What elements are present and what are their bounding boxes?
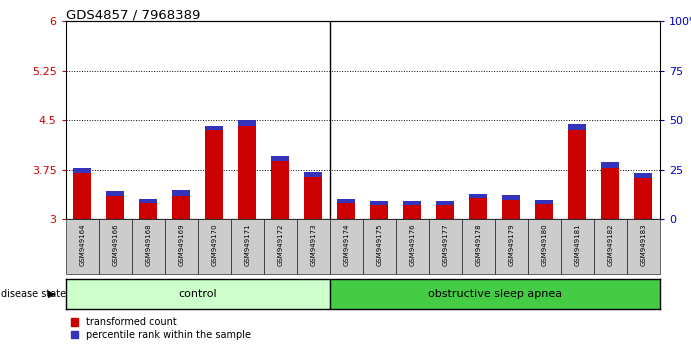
Bar <box>601 162 619 168</box>
Bar <box>634 178 652 219</box>
Bar <box>205 130 223 219</box>
Bar <box>106 196 124 219</box>
Text: GSM949171: GSM949171 <box>244 224 250 267</box>
Bar <box>304 177 322 219</box>
Bar <box>337 199 355 203</box>
Text: GSM949174: GSM949174 <box>343 224 349 267</box>
Text: GSM949168: GSM949168 <box>145 224 151 267</box>
Bar <box>436 205 455 219</box>
Bar <box>66 279 330 309</box>
Text: GSM949175: GSM949175 <box>377 224 382 267</box>
Text: control: control <box>178 289 217 299</box>
Bar <box>73 168 91 173</box>
Text: GSM949183: GSM949183 <box>641 224 646 267</box>
Text: obstructive sleep apnea: obstructive sleep apnea <box>428 289 562 299</box>
Bar <box>73 173 91 219</box>
Bar <box>238 126 256 219</box>
Bar <box>536 200 553 204</box>
Text: GSM949172: GSM949172 <box>277 224 283 267</box>
Text: GSM949170: GSM949170 <box>211 224 217 267</box>
Bar <box>172 190 190 196</box>
Text: GSM949166: GSM949166 <box>112 224 118 267</box>
Bar <box>330 279 660 309</box>
Bar <box>502 200 520 219</box>
Bar <box>568 130 587 219</box>
Bar <box>536 204 553 219</box>
Bar <box>139 199 158 203</box>
Text: GSM949182: GSM949182 <box>607 224 614 267</box>
Bar <box>469 198 487 219</box>
Bar <box>469 194 487 198</box>
Bar <box>370 201 388 205</box>
Bar <box>436 201 455 205</box>
Bar <box>106 191 124 196</box>
Text: GDS4857 / 7968389: GDS4857 / 7968389 <box>66 9 200 22</box>
Bar <box>601 168 619 219</box>
Text: GSM949177: GSM949177 <box>442 224 448 267</box>
Bar <box>337 203 355 219</box>
Bar <box>404 205 422 219</box>
Text: GSM949181: GSM949181 <box>574 224 580 267</box>
Text: disease state: disease state <box>1 289 66 299</box>
Bar <box>404 201 422 205</box>
Bar <box>139 203 158 219</box>
Bar <box>304 172 322 177</box>
Text: GSM949180: GSM949180 <box>541 224 547 267</box>
Bar <box>271 156 290 161</box>
Bar <box>271 161 290 219</box>
Bar <box>634 173 652 178</box>
Bar <box>568 124 587 130</box>
Text: GSM949176: GSM949176 <box>409 224 415 267</box>
Text: GSM949178: GSM949178 <box>475 224 482 267</box>
Bar <box>370 205 388 219</box>
Bar <box>205 126 223 130</box>
Text: ▶: ▶ <box>48 289 56 299</box>
Text: GSM949169: GSM949169 <box>178 224 184 267</box>
Bar <box>238 120 256 126</box>
Legend: transformed count, percentile rank within the sample: transformed count, percentile rank withi… <box>70 318 251 340</box>
Text: GSM949164: GSM949164 <box>79 224 85 267</box>
Text: GSM949179: GSM949179 <box>509 224 514 267</box>
Bar <box>172 196 190 219</box>
Bar <box>502 195 520 200</box>
Text: GSM949173: GSM949173 <box>310 224 316 267</box>
